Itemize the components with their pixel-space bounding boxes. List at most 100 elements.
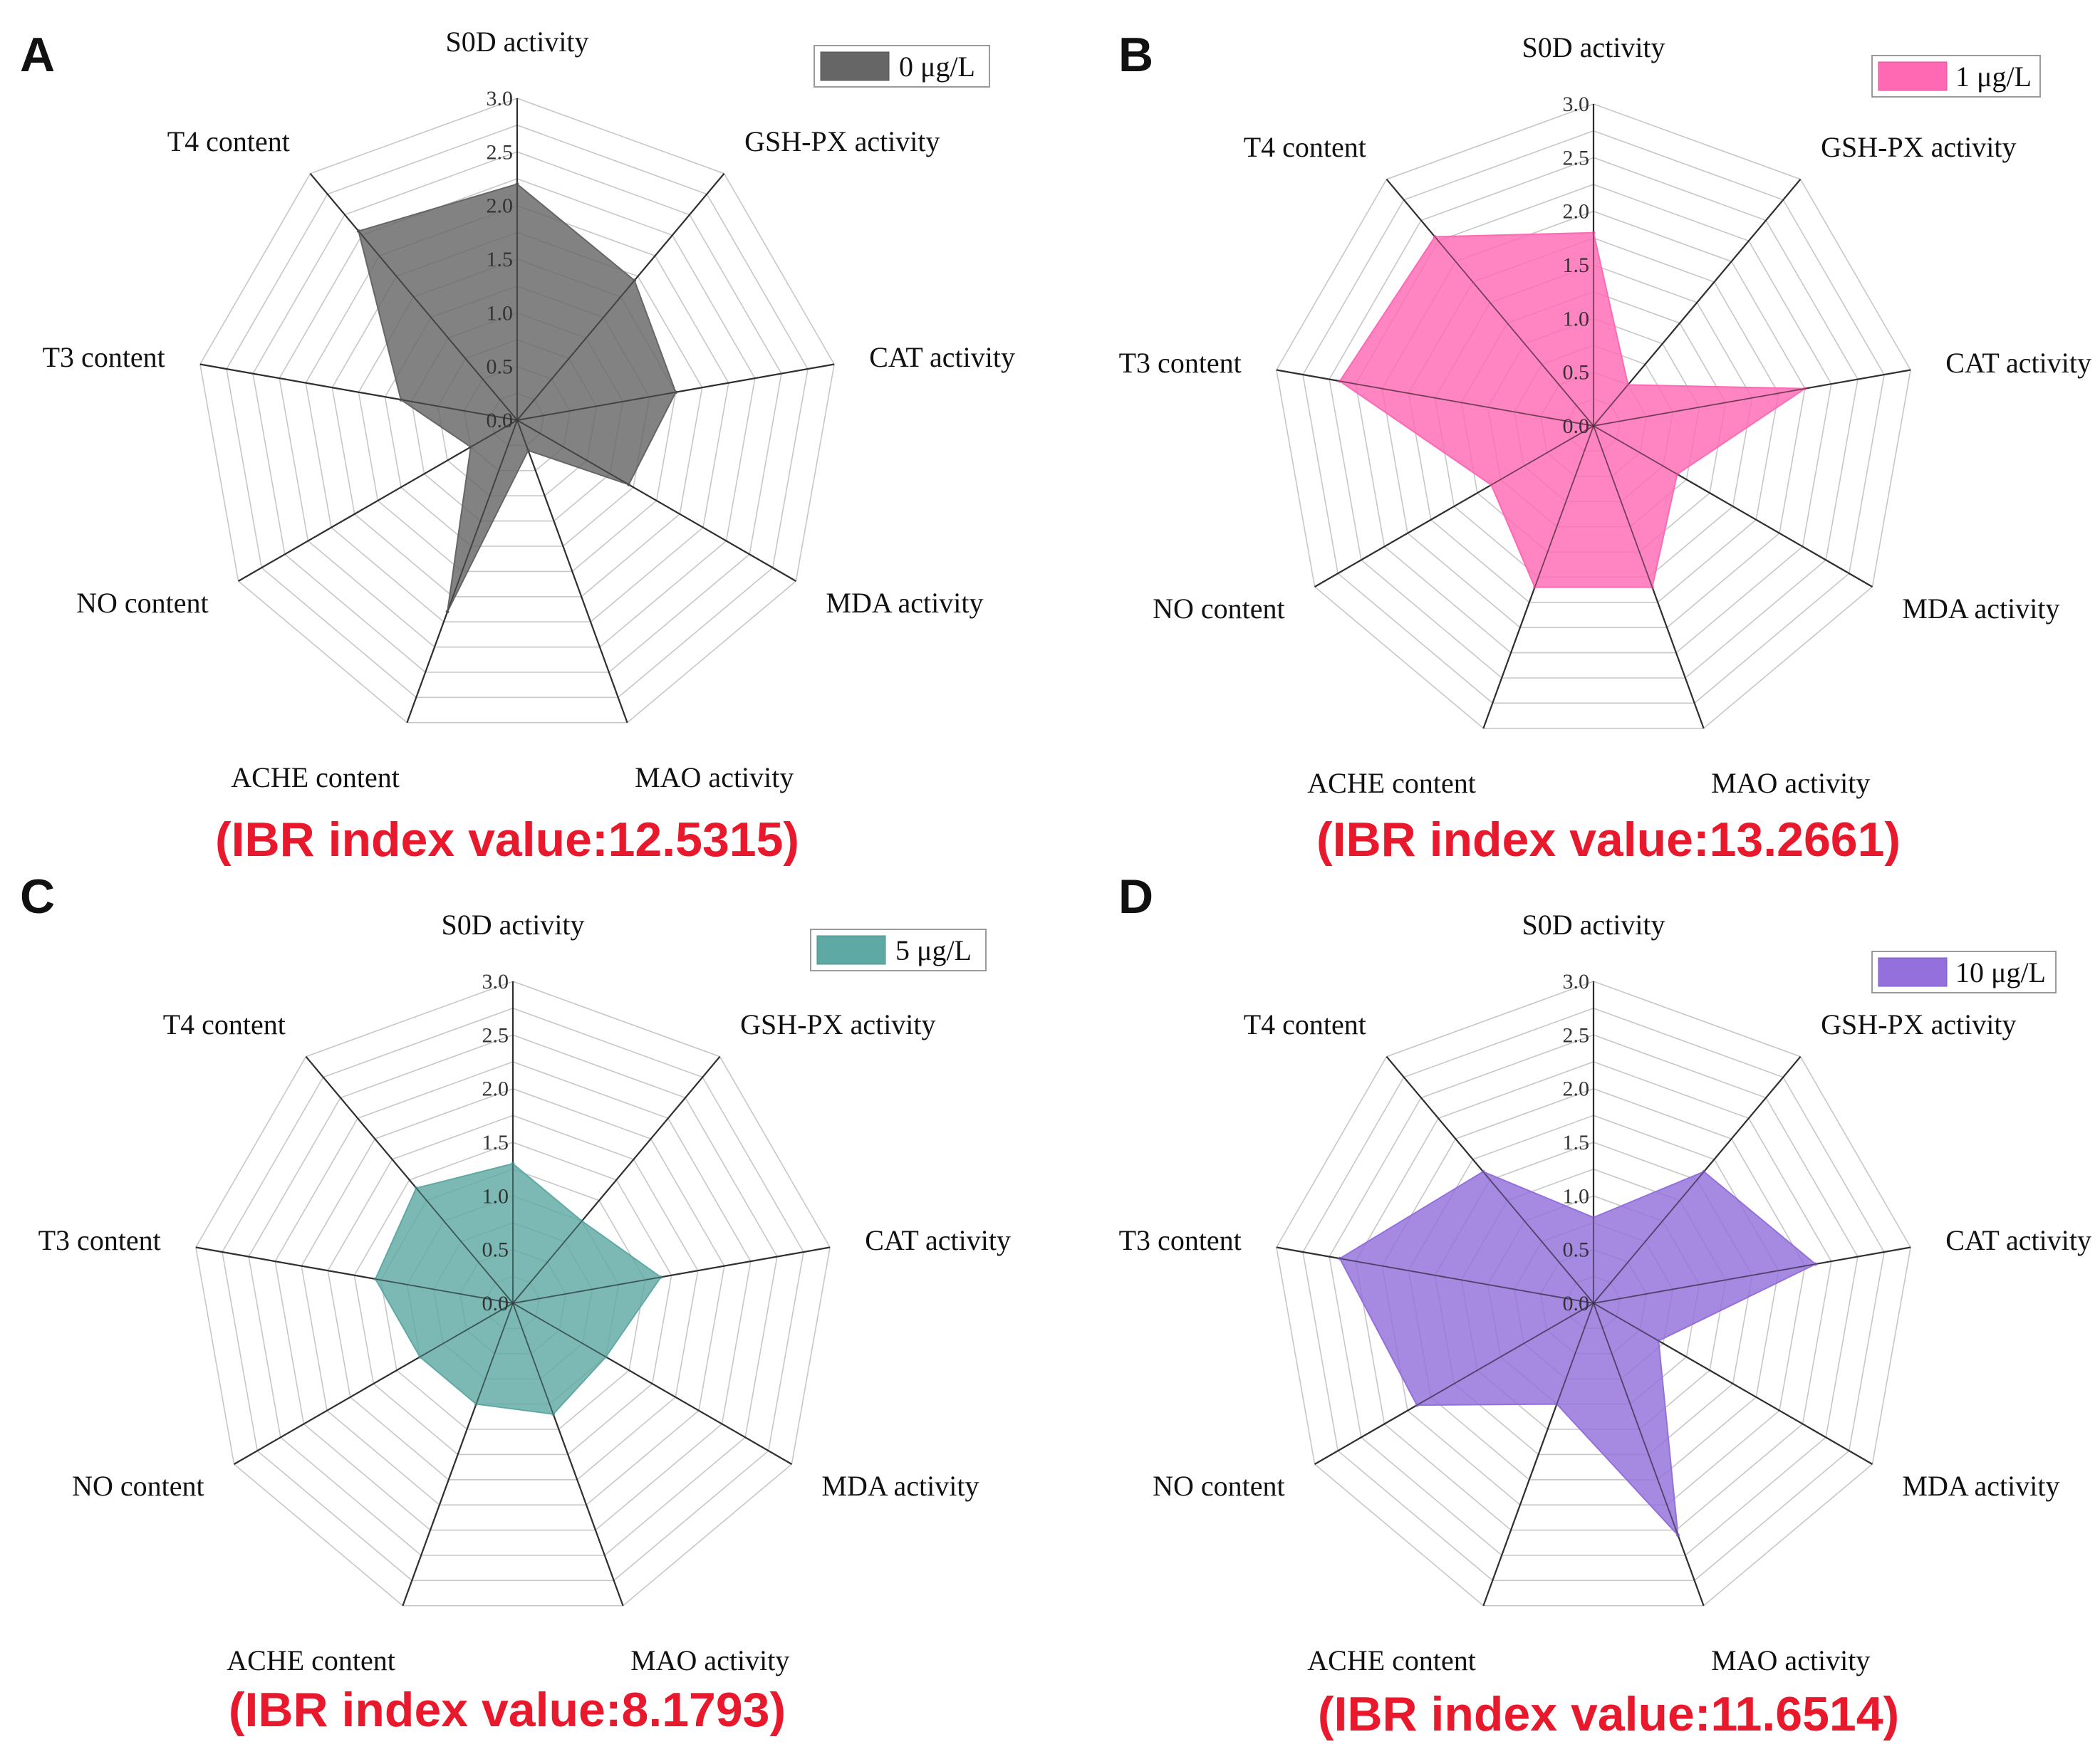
ibr-value-d: (IBR index value:11.6514) (1318, 1687, 1899, 1741)
tick-label: 3.0 (482, 970, 509, 993)
panel-letter-c: C (20, 870, 55, 924)
grid-ring (1276, 103, 1911, 729)
series-area-b (1339, 231, 1807, 588)
spoke-overlay (1482, 425, 1594, 729)
tick-label: 2.5 (1563, 1023, 1590, 1047)
legend-c: 5 μg/L (810, 929, 987, 971)
spoke-overlay (1314, 1303, 1594, 1465)
grid-ring (226, 124, 809, 699)
axis-label-ache-content: ACHE content (1307, 767, 1476, 799)
spoke-overlay (406, 419, 518, 723)
spoke-overlay (1593, 1303, 1873, 1465)
spoke-overlay (1386, 1056, 1594, 1304)
grid-ring (248, 1034, 778, 1556)
grid-ring (1381, 1087, 1806, 1505)
grid-ring (1329, 157, 1859, 679)
tick-label: 2.0 (1563, 1077, 1590, 1101)
tick-label: 1.0 (487, 301, 514, 325)
spoke-overlay (1593, 179, 1802, 427)
spoke-overlay (305, 1056, 514, 1304)
tick-label: 2.5 (482, 1023, 509, 1047)
grid-ring (222, 1007, 804, 1582)
ibr-value-a: (IBR index value:12.5315) (215, 813, 799, 867)
ibr-value-b: (IBR index value:13.2661) (1316, 813, 1901, 867)
legend-a: 0 μg/L (814, 45, 990, 88)
spoke-overlay (512, 1303, 624, 1606)
spoke-overlay (512, 1303, 792, 1465)
legend-label-c: 5 μg/L (895, 934, 972, 966)
axis-label-no-content: NO content (76, 587, 209, 619)
grid-ring (1355, 1061, 1832, 1531)
panel-b: B 0.0 0.5 1.0 1.5 2.0 2.5 3.0 S0D activity GSH-P… (1118, 28, 2091, 867)
tick-label: 3.0 (487, 87, 514, 110)
spoke-overlay (1593, 1056, 1802, 1304)
tick-label: 2.0 (482, 1077, 509, 1101)
tick-label: 0.0 (1563, 1292, 1590, 1315)
grid-ring (331, 231, 703, 597)
series-area-c (374, 1163, 662, 1415)
ibr-value-c: (IBR index value:8.1793) (229, 1683, 786, 1737)
grid-ring (195, 981, 831, 1607)
spoke-overlay (512, 1246, 831, 1304)
spoke-overlay (309, 173, 518, 421)
axis-label-gsh-px-activity: GSH-PX activity (1821, 1008, 2016, 1040)
axis-label-mda-activity: MDA activity (1902, 593, 2059, 625)
axis-label-t4-content: T4 content (1244, 1008, 1366, 1040)
grid-ring (1302, 1007, 1885, 1582)
grid-ring (1329, 1034, 1859, 1556)
spoke-overlay (516, 419, 796, 582)
tick-label: 2.0 (1563, 200, 1590, 224)
tick-label: 1.0 (1563, 1184, 1590, 1208)
tick-label: 2.0 (487, 194, 514, 218)
axis-label-cat-activity: CAT activity (1945, 1224, 2091, 1256)
tick-label: 1.5 (1563, 1131, 1590, 1154)
axis-label-t3-content: T3 content (38, 1224, 161, 1256)
spoke-overlay (1314, 425, 1594, 588)
grid-ring (353, 1142, 672, 1456)
tick-label: 1.0 (482, 1184, 509, 1208)
tick-label: 3.0 (1563, 93, 1590, 116)
panel-letter-a: A (20, 28, 55, 82)
tick-label: 0.5 (487, 355, 514, 379)
axis-label-s0d-activity: S0D activity (445, 26, 588, 58)
tick-label: 1.5 (1563, 254, 1590, 277)
axis-label-t4-content: T4 content (1244, 131, 1366, 163)
axis-label-mao-activity: MAO activity (1711, 767, 1870, 799)
legend-d: 10 μg/L (1871, 951, 2057, 993)
axis-label-mao-activity: MAO activity (630, 1644, 789, 1676)
series-area-d (1339, 1171, 1817, 1538)
tick-label: 1.0 (1563, 307, 1590, 330)
axis-label-s0d-activity: S0D activity (441, 909, 584, 941)
radar-chart-d: 0.0 0.5 1.0 1.5 2.0 2.5 3.0 S0D activity GSH-PX … (1119, 909, 2091, 1676)
spoke-overlay (402, 1303, 514, 1606)
axis-label-ache-content: ACHE content (231, 761, 400, 793)
panel-a: A 0.0 0.5 1.0 1.5 2.0 2.5 3.0 S0D activity GSH-P… (20, 26, 1015, 867)
axis-label-gsh-px-activity: GSH-PX activity (744, 125, 940, 157)
spoke-overlay (1593, 425, 1705, 729)
spoke-overlay (238, 419, 518, 582)
spoke-overlay (1276, 1246, 1594, 1304)
spoke-overlay (516, 173, 725, 421)
axis-label-s0d-activity: S0D activity (1522, 31, 1665, 63)
grid-ring (301, 1087, 725, 1505)
grid-ring (252, 151, 782, 673)
axis-label-no-content: NO content (72, 1470, 204, 1502)
axis-label-no-content: NO content (1153, 593, 1285, 625)
tick-label: 2.5 (1563, 146, 1590, 169)
axis-label-t4-content: T4 content (163, 1008, 286, 1040)
tick-label: 0.0 (482, 1292, 509, 1315)
axis-label-mda-activity: MDA activity (1902, 1470, 2059, 1502)
axis-label-t4-content: T4 content (167, 125, 290, 157)
tick-label: 0.5 (1563, 361, 1590, 385)
spoke-overlay (1482, 1303, 1594, 1606)
axis-label-mda-activity: MDA activity (826, 587, 983, 619)
axis-label-cat-activity: CAT activity (1945, 347, 2091, 379)
axis-label-ache-content: ACHE content (227, 1644, 395, 1676)
legend-swatch-b (1878, 61, 1948, 91)
tick-label: 0.0 (1563, 414, 1590, 438)
axis-label-t3-content: T3 content (43, 341, 165, 373)
tick-label: 0.0 (487, 409, 514, 432)
spoke-overlay (1386, 179, 1594, 427)
grid-ring (1302, 130, 1885, 704)
axis-label-no-content: NO content (1153, 1470, 1285, 1502)
